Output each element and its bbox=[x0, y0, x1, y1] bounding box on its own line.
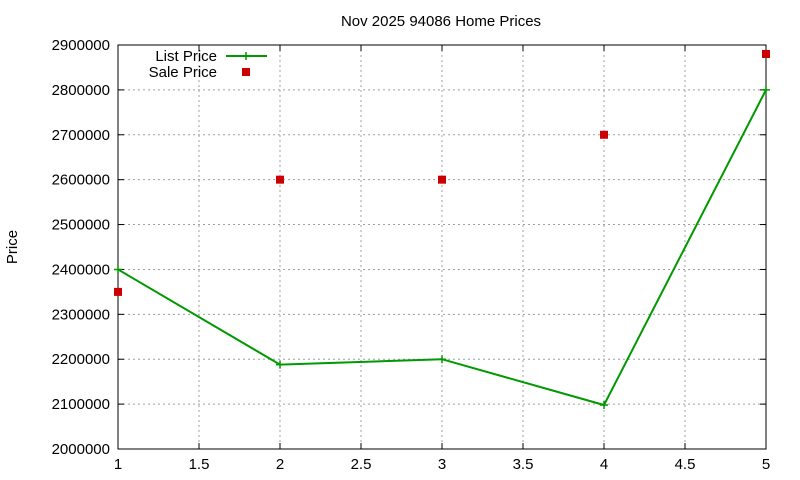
x-tick-label: 3.5 bbox=[513, 456, 534, 473]
x-tick-label: 4 bbox=[600, 456, 608, 473]
y-tick-label: 2800000 bbox=[52, 82, 110, 99]
sale-price-point bbox=[114, 287, 122, 296]
list-price-point bbox=[600, 401, 608, 410]
y-tick-label: 2400000 bbox=[52, 261, 110, 278]
sale-price-point bbox=[438, 175, 446, 184]
sale-price-point bbox=[762, 49, 770, 58]
x-tick-label: 1.5 bbox=[189, 456, 210, 473]
y-tick-label: 2900000 bbox=[52, 37, 110, 54]
y-tick-label: 2700000 bbox=[52, 127, 110, 144]
grid bbox=[118, 45, 766, 449]
plot-border bbox=[117, 44, 767, 450]
y-tick-label: 2100000 bbox=[52, 396, 110, 413]
y-tick-label: 2600000 bbox=[52, 172, 110, 189]
x-tick-label: 2 bbox=[276, 456, 284, 473]
x-tick-label: 4.5 bbox=[675, 456, 696, 473]
list-price-point bbox=[762, 85, 770, 94]
chart-title: Nov 2025 94086 Home Prices bbox=[341, 13, 541, 30]
sale-price-point bbox=[600, 130, 608, 139]
legend-swatch-marker bbox=[242, 52, 250, 60]
ticks: 1 1.5 2 2.5 3 3.5 4 4.5 5 2000000 2100000 2200000 23… bbox=[52, 37, 771, 473]
y-tick-label: 2000000 bbox=[52, 441, 110, 458]
legend-label: List Price bbox=[155, 48, 217, 65]
series bbox=[114, 49, 770, 410]
y-tick-label: 2300000 bbox=[52, 306, 110, 323]
list-price-point bbox=[276, 360, 284, 369]
x-tick-label: 1 bbox=[114, 456, 122, 473]
sale-price-point bbox=[276, 175, 284, 184]
x-tick-label: 3 bbox=[438, 456, 446, 473]
legend-label: Sale Price bbox=[149, 64, 217, 81]
list-price-point bbox=[114, 265, 122, 274]
y-tick-label: 2500000 bbox=[52, 217, 110, 234]
y-tick-label: 2200000 bbox=[52, 351, 110, 368]
x-tick-label: 5 bbox=[762, 456, 770, 473]
y-axis-label: Price bbox=[4, 230, 21, 264]
series-list-price bbox=[114, 85, 770, 410]
legend-swatch-marker bbox=[242, 68, 250, 76]
x-tick-label: 2.5 bbox=[351, 456, 372, 473]
series-sale-price bbox=[114, 49, 770, 296]
list-price-point bbox=[438, 355, 446, 364]
